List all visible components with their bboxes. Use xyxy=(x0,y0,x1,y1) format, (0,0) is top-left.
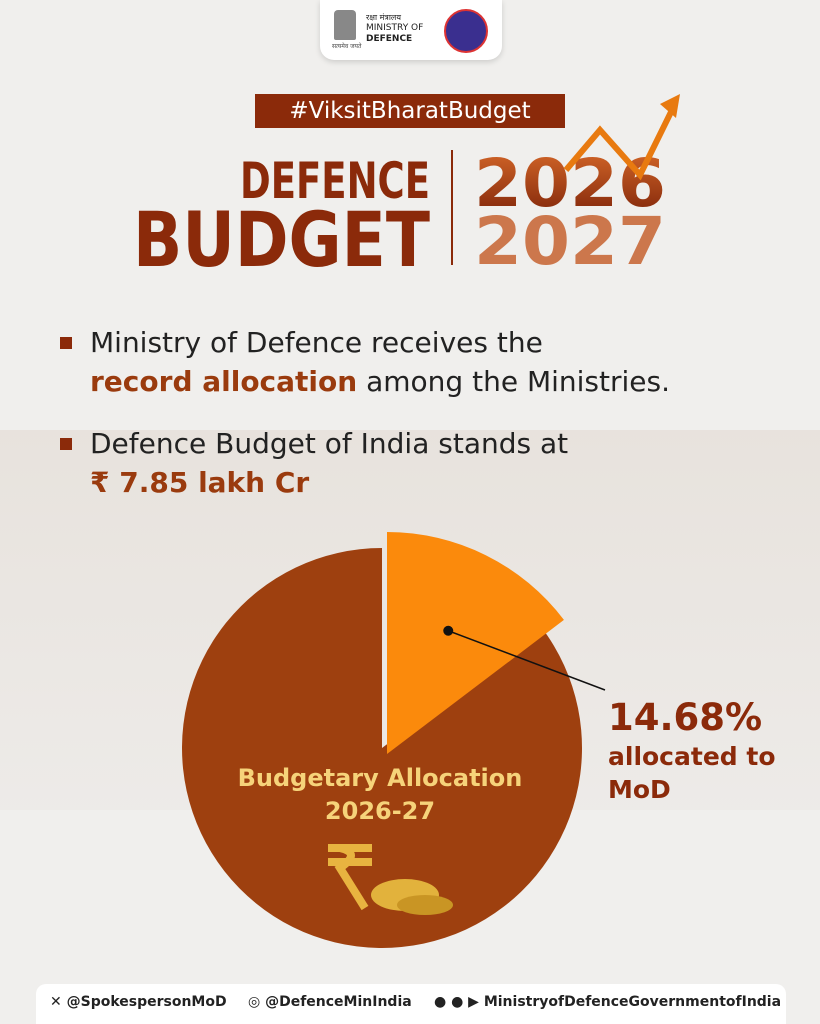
footer-x: ✕ @SpokespersonMoD xyxy=(50,994,227,1010)
rupee-icon xyxy=(328,844,372,911)
title-word1: DEFENCE xyxy=(240,152,430,210)
header-hindi: रक्षा मंत्रालय xyxy=(366,13,401,22)
leader-line xyxy=(447,630,606,691)
bullet-text: Ministry of Defence receives the record a… xyxy=(90,323,790,401)
bullet-marker xyxy=(60,337,72,349)
handle[interactable]: MinistryofDefenceGovernmentofIndia xyxy=(483,994,782,1010)
pie-slice xyxy=(181,548,582,948)
hashtag: #ViksitBharatBudget xyxy=(255,94,565,128)
leader-dot xyxy=(443,625,454,636)
header-line1: MINISTRY OF xyxy=(366,23,424,33)
center-label-line: 2026-27 xyxy=(324,797,436,825)
title-year2: 2027 xyxy=(474,203,666,280)
title-year1: 2026 xyxy=(474,145,666,222)
bullet-marker xyxy=(60,438,72,450)
bullet-highlight: record allocation xyxy=(90,365,358,398)
trend-arrow xyxy=(563,108,675,181)
bullet-line: Defence Budget of India stands at xyxy=(90,427,569,460)
header-badge: सत्यमेव जयते रक्षा मंत्रालय MINISTRY OF … xyxy=(320,0,502,60)
bullet-line: Ministry of Defence receives the xyxy=(90,326,543,359)
emblem xyxy=(334,10,356,40)
bullet-text: Defence Budget of India stands at ₹ 7.85 … xyxy=(90,424,790,502)
bullet-highlight: ₹ 7.85 lakh Cr xyxy=(90,466,310,499)
center-label: Budgetary Allocation 2026-27 xyxy=(210,762,550,828)
title-word2: BUDGET xyxy=(133,195,430,284)
slice-label: allocated to MoD xyxy=(608,742,776,804)
footer-instagram: ◎ @DefenceMinIndia xyxy=(248,994,412,1010)
arrow-head xyxy=(660,94,680,118)
logo xyxy=(444,9,488,53)
bullet-rest: among the Ministries. xyxy=(366,365,670,398)
footer-bar xyxy=(36,984,786,1024)
value-label: 14.68% xyxy=(608,696,763,739)
motto: सत्यमेव जयते xyxy=(332,43,362,50)
coins xyxy=(328,844,453,915)
pie-slice xyxy=(387,532,564,754)
header-line2: DEFENCE xyxy=(366,34,413,44)
footer-other: ● ● ▶ MinistryofDefenceGovernmentofIndia xyxy=(434,994,782,1010)
handle[interactable]: @DefenceMinIndia xyxy=(265,994,412,1010)
handle[interactable]: @SpokespersonMoD xyxy=(66,994,227,1010)
center-label-line: Budgetary Allocation xyxy=(237,764,523,792)
